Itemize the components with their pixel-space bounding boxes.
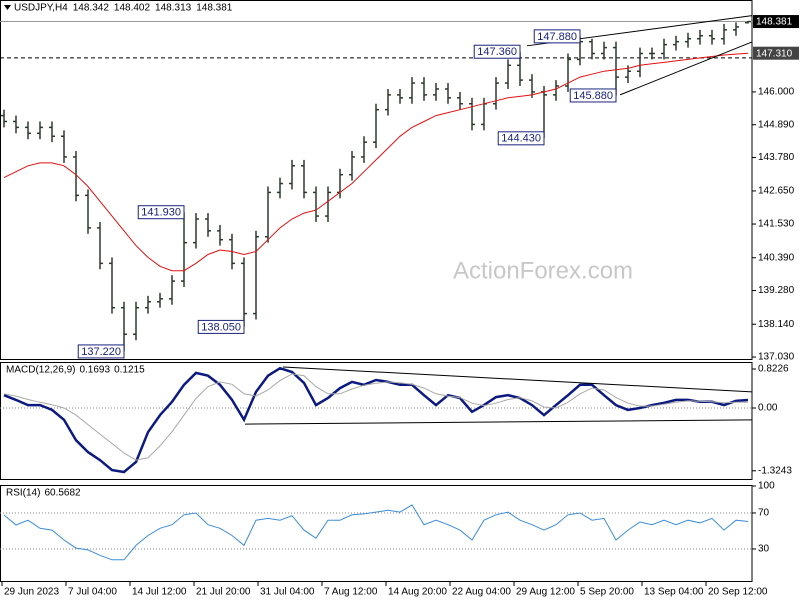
x-tick-label: 21 Jul 20:00	[196, 587, 251, 598]
header-value: 148.402	[114, 3, 151, 14]
trendline	[244, 419, 753, 425]
price-annotation: 144.430	[501, 133, 541, 145]
y-tick-label: 143.780	[758, 152, 795, 163]
y-tick-label: 141.530	[758, 219, 795, 230]
y-tick-label: 144.890	[758, 119, 795, 130]
x-tick-label: 22 Aug 04:00	[452, 587, 511, 598]
price-panel-frame	[0, 0, 753, 360]
y-tick-label: 146.000	[758, 87, 795, 98]
x-tick-label: 5 Sep 20:00	[580, 587, 634, 598]
x-tick-label: 29 Aug 12:00	[516, 587, 575, 598]
x-tick-label: 14 Aug 20:00	[388, 587, 447, 598]
y-tick-label: 30	[758, 544, 770, 555]
y-tick-label: 0.8226	[758, 364, 789, 375]
price-annotation: 137.220	[81, 346, 121, 358]
x-tick-label: 7 Aug 12:00	[324, 587, 378, 598]
header-value: 148.381	[196, 3, 233, 14]
trendline	[282, 366, 753, 393]
price-annotation: 147.360	[477, 46, 517, 58]
price-annotation-box	[473, 44, 521, 59]
price-annotation-box	[77, 344, 125, 359]
symbol-marker	[4, 5, 11, 10]
indicator-value: 0.1215	[114, 365, 145, 376]
rsi-panel-frame	[0, 485, 753, 582]
indicator-value: 0.1693	[79, 365, 110, 376]
x-tick-label: 14 Jul 12:00	[132, 587, 187, 598]
indicator-line	[3, 504, 749, 561]
indicator-value: 60.5682	[44, 488, 81, 499]
price-annotation: 141.930	[141, 207, 181, 219]
moving-average	[3, 52, 749, 272]
x-tick-label: 7 Jul 04:00	[68, 587, 117, 598]
indicator-line	[3, 373, 749, 461]
trendline	[619, 41, 753, 96]
watermark: ActionForex.com	[453, 257, 633, 284]
y-tick-label: 138.140	[758, 319, 795, 330]
x-tick-label: 13 Sep 04:00	[644, 587, 704, 598]
y-tick-label: 142.650	[758, 186, 795, 197]
y-tick-label: 100	[758, 481, 775, 492]
header-value: 148.313	[155, 3, 192, 14]
indicator-title: MACD(12,26,9)	[6, 365, 75, 376]
axis-price-box	[753, 15, 799, 29]
price-annotation: 147.880	[537, 31, 577, 43]
price-annotation-box	[497, 131, 545, 146]
macd-panel-frame	[0, 362, 753, 480]
header-value: 148.342	[73, 3, 110, 14]
y-tick-label: 137.030	[758, 352, 795, 363]
x-tick-label: 29 Jun 2023	[4, 587, 59, 598]
price-annotation-box	[569, 88, 617, 103]
symbol-title: USDJPY,H4	[14, 3, 68, 14]
axis-price-label: 147.310	[756, 48, 793, 59]
axis-price-box	[753, 46, 799, 60]
axis-price-label: 148.381	[756, 17, 793, 28]
price-annotation-box	[137, 205, 185, 220]
indicator-line	[3, 366, 749, 474]
price-annotation: 145.880	[573, 90, 613, 102]
price-annotation-box	[197, 319, 245, 334]
y-tick-label: 70	[758, 508, 770, 519]
y-tick-label: 139.280	[758, 285, 795, 296]
y-tick-label: 140.390	[758, 252, 795, 263]
price-annotation: 138.050	[201, 321, 241, 333]
price-annotation-box	[533, 29, 581, 44]
y-tick-label: 0.00	[758, 403, 778, 414]
indicator-title: RSI(14)	[6, 488, 40, 499]
y-tick-label: -1.3243	[758, 465, 792, 476]
x-tick-label: 31 Jul 04:00	[260, 587, 315, 598]
x-tick-label: 20 Sep 12:00	[708, 587, 768, 598]
